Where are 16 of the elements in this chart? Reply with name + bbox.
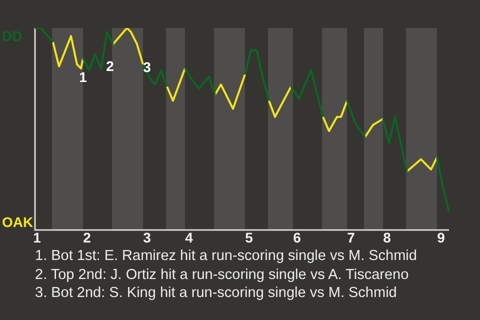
x-tick-label: 7 <box>347 229 356 246</box>
text: 1. Bot 1st: E. Ramirez hit a run-scoring single vs M. Schmid <box>35 247 417 266</box>
x-tick-label: 5 <box>245 229 254 246</box>
annotation: 1 <box>78 69 88 85</box>
text: 2. Top 2nd: J. Ortiz hit a run-scoring single vs A. Tiscareno <box>35 266 410 284</box>
x-tick-label: 1 <box>33 229 42 246</box>
x-tick-label: 6 <box>293 229 302 246</box>
text: OAK <box>2 214 34 230</box>
x-tick-label: 8 <box>383 229 392 246</box>
x-tick-label: 9 <box>437 229 446 246</box>
annotation: 3 <box>142 59 152 75</box>
text: 3. Bot 2nd: S. King hit a run-scoring single vs M. Schmid <box>35 284 398 302</box>
x-tick-label: 3 <box>143 229 152 246</box>
annotation: 2 <box>105 58 115 74</box>
x-tick-label: 2 <box>83 229 92 246</box>
x-tick-label: 4 <box>185 229 194 246</box>
